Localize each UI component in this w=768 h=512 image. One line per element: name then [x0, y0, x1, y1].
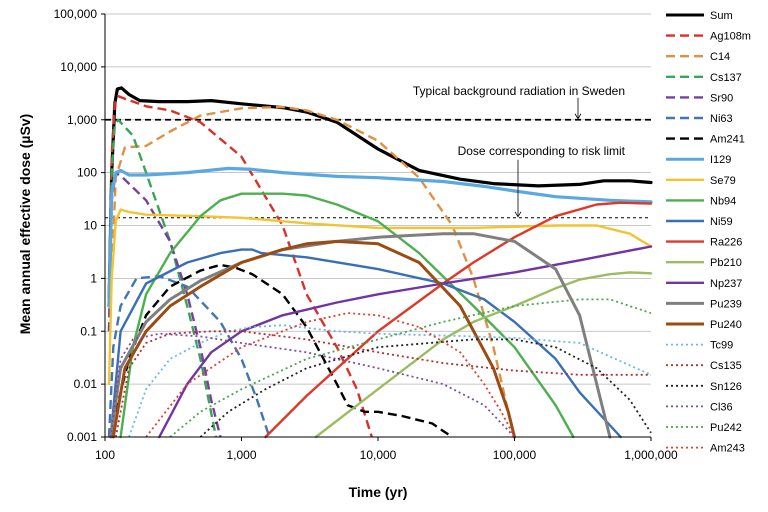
- y-axis-title: Mean annual effective dose (µSv): [17, 114, 33, 334]
- series-line-am243: [145, 312, 516, 438]
- legend-label-cs137: Cs137: [710, 72, 742, 84]
- legend-label-se79: Se79: [710, 175, 736, 187]
- series-line-pb210: [314, 271, 653, 439]
- reference-line-arrow-1: [514, 211, 522, 218]
- x-tick-label-0: 100: [95, 448, 115, 462]
- legend: Sum Ag108m C14 Cs137 Sr90 Ni63 Am241 I129 Se79 Nb…: [666, 10, 751, 455]
- legend-label-am241: Am241: [710, 134, 745, 146]
- legend-label-pu240: Pu240: [710, 319, 742, 331]
- x-tick-label-1: 1,000: [226, 448, 256, 462]
- legend-label-cs135: Cs135: [710, 360, 742, 372]
- legend-label-cl36: Cl36: [710, 401, 733, 413]
- legend-label-sum: Sum: [710, 10, 733, 22]
- y-tick-label-7: 10,000: [60, 60, 97, 74]
- series-line-ag108m: [107, 94, 373, 438]
- series-line-pu242: [169, 298, 652, 438]
- y-tick-labels: 0.001 0.01 0.1 1 10 100 1,000 10,000 100,000: [54, 7, 105, 444]
- x-tick-label-3: 100,000: [493, 448, 537, 462]
- series-line-tc99: [128, 324, 652, 438]
- legend-label-ni59: Ni59: [710, 216, 733, 228]
- legend-label-nb94: Nb94: [710, 195, 736, 207]
- reference-line-labels: Typical background radiation in Sweden Do…: [413, 84, 626, 218]
- legend-label-sr90: Sr90: [710, 92, 733, 104]
- y-tick-label-4: 10: [84, 219, 98, 233]
- series-line-ni63: [107, 275, 271, 438]
- series-line-i129: [107, 166, 653, 308]
- legend-label-ag108m: Ag108m: [710, 31, 751, 43]
- series-line-se79: [107, 208, 653, 386]
- y-tick-label-3: 1: [90, 271, 97, 285]
- reference-line-arrow-0: [574, 113, 582, 120]
- reference-line-label-1: Dose corresponding to risk limit: [458, 144, 626, 158]
- series-line-c14: [109, 105, 516, 438]
- series-line-np237: [158, 245, 653, 439]
- x-tick-labels: 100 1,000 10,000 100,000 1,000,000: [95, 437, 678, 462]
- series-line-cl36: [109, 332, 516, 438]
- series-line-am241: [114, 263, 453, 439]
- series-line-nb94: [119, 192, 575, 439]
- series-line-ra226: [264, 201, 653, 439]
- y-tick-label-2: 0.1: [80, 324, 97, 338]
- legend-label-np237: Np237: [710, 278, 742, 290]
- y-tick-label-0: 0.001: [67, 430, 97, 444]
- x-tick-label-4: 1,000,000: [624, 448, 678, 462]
- legend-label-pb210: Pb210: [710, 257, 742, 269]
- legend-label-am243: Am243: [710, 443, 745, 455]
- y-tick-label-5: 100: [77, 166, 97, 180]
- legend-label-c14: C14: [710, 51, 730, 63]
- legend-label-sn126: Sn126: [710, 381, 742, 393]
- legend-label-tc99: Tc99: [710, 340, 733, 352]
- series-line-pu240: [111, 239, 516, 439]
- legend-label-ra226: Ra226: [710, 237, 742, 249]
- legend-label-ni63: Ni63: [710, 113, 733, 125]
- series-line-sn126: [199, 338, 652, 438]
- y-tick-label-1: 0.01: [74, 377, 98, 391]
- y-tick-label-8: 100,000: [54, 7, 98, 21]
- legend-label-i129: I129: [710, 154, 731, 166]
- reference-lines: [105, 118, 651, 219]
- series-line-cs137: [107, 118, 218, 438]
- reference-line-label-0: Typical background radiation in Sweden: [413, 84, 625, 98]
- x-axis-title: Time (yr): [349, 484, 408, 500]
- series-line-cs135: [114, 330, 651, 438]
- legend-label-pu239: Pu239: [710, 298, 742, 310]
- legend-label-pu242: Pu242: [710, 422, 742, 434]
- x-tick-label-2: 10,000: [360, 448, 397, 462]
- series-line-pu239: [109, 232, 612, 439]
- y-tick-label-6: 1,000: [67, 113, 97, 127]
- series-lines: [107, 86, 653, 439]
